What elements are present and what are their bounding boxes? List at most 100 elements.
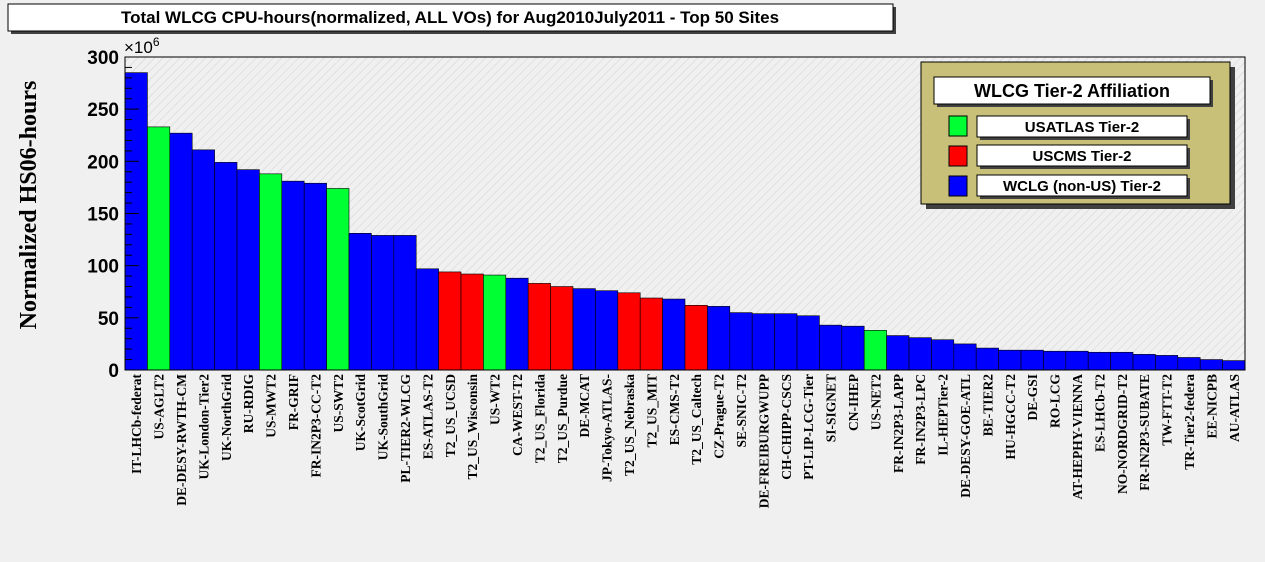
bar: [1155, 355, 1179, 371]
bar: [639, 297, 663, 371]
y-tick-label: 200: [87, 152, 119, 173]
x-tick-label: UK-NorthGrid: [219, 374, 234, 461]
plot-area: [124, 56, 1246, 371]
bar: [124, 72, 148, 371]
x-tick-label: IT-LHCb-federat: [129, 373, 144, 474]
x-tick-label: US-SWT2: [331, 374, 346, 433]
x-tick-label: UK-ScotGrid: [353, 374, 368, 452]
x-tick-label: FR-IN2P3-LPC: [913, 374, 928, 465]
x-tick-label: TW-FTT-T2: [1160, 374, 1175, 446]
legend-title: WLCG Tier-2 Affiliation: [974, 81, 1170, 101]
bar: [214, 162, 238, 371]
x-tick-label: FR-IN2P3-LAPP: [891, 374, 906, 473]
x-tick-label: NO-NORDGRID-T2: [1115, 374, 1130, 494]
x-tick-label: PT-LIP-LCG-Tier: [801, 374, 816, 480]
bar: [953, 343, 977, 371]
bar: [617, 292, 641, 371]
y-axis-scale-label: ×106: [124, 35, 160, 57]
bar: [1199, 359, 1223, 371]
legend-label-usatlas: USATLAS Tier-2: [1025, 119, 1139, 136]
y-axis: Normalized HS06-hours ×106 0 50 100 150 200 2…: [16, 35, 160, 382]
bar: [975, 347, 999, 371]
legend: WLCG Tier-2 Affiliation USATLAS Tier-2 U…: [920, 61, 1235, 209]
bar: [931, 339, 955, 371]
x-tick-label: T2_US_Purdue: [555, 374, 570, 463]
bar: [1087, 351, 1111, 371]
y-tick-label: 50: [98, 309, 119, 330]
x-tick-label: US-MWT2: [264, 374, 279, 438]
bar: [1222, 360, 1246, 371]
bar: [550, 286, 574, 371]
x-tick-label: T2_US_Nebraska: [622, 374, 637, 476]
bar: [348, 233, 372, 371]
x-tick-label: US-NET2: [868, 374, 883, 431]
x-tick-label: FR-GRIF: [286, 374, 301, 430]
x-tick-label: EE-NICPB: [1204, 374, 1219, 439]
x-tick-label: DE-MCAT: [577, 374, 592, 438]
bar: [281, 180, 305, 371]
legend-entry-wclg: WCLG (non-US) Tier-2: [948, 174, 1190, 199]
bar: [191, 149, 215, 371]
bar: [729, 312, 753, 371]
bar: [1065, 350, 1089, 371]
bar: [774, 313, 798, 371]
x-tick-label: US-WT2: [488, 374, 503, 425]
x-tick-label: DE-FREIBURGWUPP: [756, 374, 771, 508]
legend-label-wclg: WCLG (non-US) Tier-2: [1003, 178, 1161, 195]
x-tick-label: DE-DESY-RWTH-CM: [174, 374, 189, 506]
bar: [684, 305, 708, 371]
bar: [326, 188, 350, 371]
bar: [460, 273, 484, 371]
x-tick-label: FR-IN2P3-CC-T2: [308, 374, 323, 478]
bar: [1132, 354, 1156, 371]
y-tick-label: 150: [87, 205, 119, 226]
x-tick-label: CH-CHIPP-CSCS: [779, 374, 794, 480]
bar: [259, 173, 283, 371]
legend-swatch-uscms: [948, 145, 968, 167]
bar: [1177, 357, 1201, 371]
bar: [707, 306, 731, 371]
bar: [998, 349, 1022, 371]
bar: [147, 126, 171, 371]
bar: [483, 274, 507, 371]
bar: [1020, 349, 1044, 371]
x-tick-label: DE-DESY-GOE-ATL: [958, 374, 973, 498]
x-tick-label: T2_US_UCSD: [443, 374, 458, 458]
bar: [236, 169, 260, 371]
x-tick-label: UK-SouthGrid: [376, 374, 391, 461]
bar: [1043, 350, 1067, 371]
legend-swatch-usatlas: [948, 115, 968, 137]
x-axis: IT-LHCb-federat US-AGLT2 DE-DESY-RWTH-CM UK…: [129, 373, 1242, 508]
x-tick-label: T2_US_Florida: [532, 374, 547, 464]
y-tick-label: 300: [87, 48, 119, 69]
legend-label-uscms: USCMS Tier-2: [1033, 148, 1132, 165]
bar: [505, 277, 529, 371]
x-tick-label: SI-SIGNET: [824, 374, 839, 442]
bar: [662, 298, 686, 371]
bar: [863, 330, 887, 371]
x-tick-label: ES-LHCb-T2: [1092, 374, 1107, 452]
y-axis-label: Normalized HS06-hours: [16, 81, 42, 330]
x-tick-label: CN-IHEP: [846, 374, 861, 431]
bar: [841, 325, 865, 371]
bar: [1110, 351, 1134, 371]
bar: [393, 235, 417, 371]
x-tick-label: BE-TIER2: [980, 374, 995, 437]
y-tick-label: 100: [87, 257, 119, 278]
x-tick-label: UK-London-Tier2: [196, 374, 211, 480]
bar: [796, 315, 820, 371]
chart-title-box: Total WLCG CPU-hours(normalized, ALL VOs…: [7, 3, 896, 34]
legend-entry-usatlas: USATLAS Tier-2: [948, 115, 1190, 140]
bar: [438, 271, 462, 371]
bar: [415, 268, 439, 371]
x-tick-label: AT-HEPHY-VIENNA: [1070, 374, 1085, 500]
bar: [751, 313, 775, 371]
legend-swatch-wclg: [948, 175, 968, 197]
x-tick-label: AU-ATLAS: [1227, 374, 1242, 442]
x-tick-label: RO-LCG: [1048, 374, 1063, 428]
x-tick-label: FR-IN2P3-SUBATE: [1137, 374, 1152, 491]
x-tick-label: T2_US_MIT: [644, 374, 659, 448]
y-tick-label: 0: [108, 361, 119, 382]
bar: [572, 288, 596, 371]
